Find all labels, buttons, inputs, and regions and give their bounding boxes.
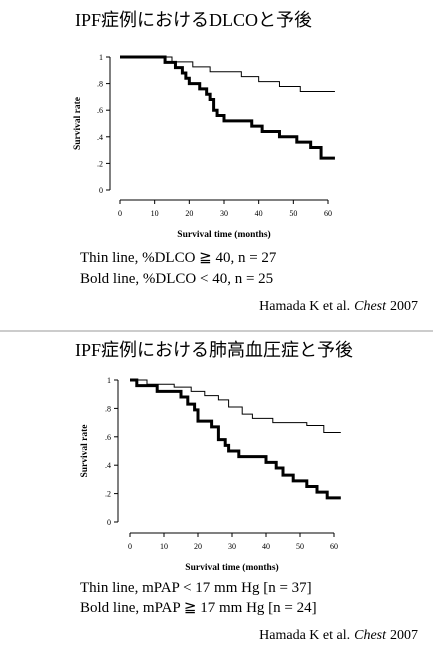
x-tick-label: 60	[330, 542, 338, 551]
citation: Hamada K et al. Chest 2007	[259, 628, 418, 643]
citation-journal: Chest	[354, 299, 387, 314]
x-tick-label: 40	[262, 542, 270, 551]
y-tick-label: 1	[99, 53, 103, 62]
y-tick-label: 1	[107, 376, 111, 385]
x-tick-label: 50	[289, 209, 297, 218]
legend-note: Bold line, %DLCO < 40, n = 25	[80, 271, 273, 287]
survival-curve	[120, 56, 335, 92]
y-tick-label: 0	[99, 186, 103, 195]
legend-note: Thin line, mPAP < 17 mm Hg [n = 37]	[80, 580, 312, 596]
survival-curve	[130, 378, 341, 500]
x-tick-label: 20	[194, 542, 202, 551]
survival-curve	[120, 55, 335, 160]
citation-authors: Hamada K et al.	[259, 628, 350, 643]
y-axis-label: Survival rate	[80, 424, 90, 477]
citation-year: 2007	[390, 299, 418, 314]
y-tick-label: .6	[105, 433, 111, 442]
x-tick-label: 30	[228, 542, 236, 551]
citation: Hamada K et al. Chest 2007	[259, 299, 418, 314]
y-tick-label: .4	[105, 461, 111, 470]
y-tick-label: .8	[97, 80, 103, 89]
chart-title: IPF症例におけるDLCOと予後	[75, 10, 312, 30]
x-axis-label: Survival time (months)	[185, 562, 278, 573]
legend-note: Bold line, mPAP ≧ 17 mm Hg [n = 24]	[80, 600, 317, 616]
x-axis-label: Survival time (months)	[177, 229, 270, 240]
citation-journal: Chest	[354, 628, 387, 643]
survival-curve	[130, 379, 341, 434]
y-tick-label: .2	[97, 159, 103, 168]
x-tick-label: 30	[220, 209, 228, 218]
citation-year: 2007	[390, 628, 418, 643]
y-tick-label: .6	[97, 106, 103, 115]
y-tick-label: .8	[105, 404, 111, 413]
y-tick-label: .4	[97, 133, 103, 142]
x-tick-label: 40	[255, 209, 263, 218]
y-tick-label: 0	[107, 518, 111, 527]
x-tick-label: 0	[118, 209, 122, 218]
legend-note: Thin line, %DLCO ≧ 40, n = 27	[80, 250, 277, 266]
citation-authors: Hamada K et al.	[259, 299, 350, 314]
chart-title: IPF症例における肺高血圧症と予後	[75, 340, 353, 360]
x-tick-label: 0	[128, 542, 132, 551]
x-tick-label: 60	[324, 209, 332, 218]
x-tick-label: 20	[185, 209, 193, 218]
y-axis-label: Survival rate	[73, 97, 83, 150]
x-tick-label: 50	[296, 542, 304, 551]
x-tick-label: 10	[151, 209, 159, 218]
x-tick-label: 10	[160, 542, 168, 551]
y-tick-label: .2	[105, 490, 111, 499]
